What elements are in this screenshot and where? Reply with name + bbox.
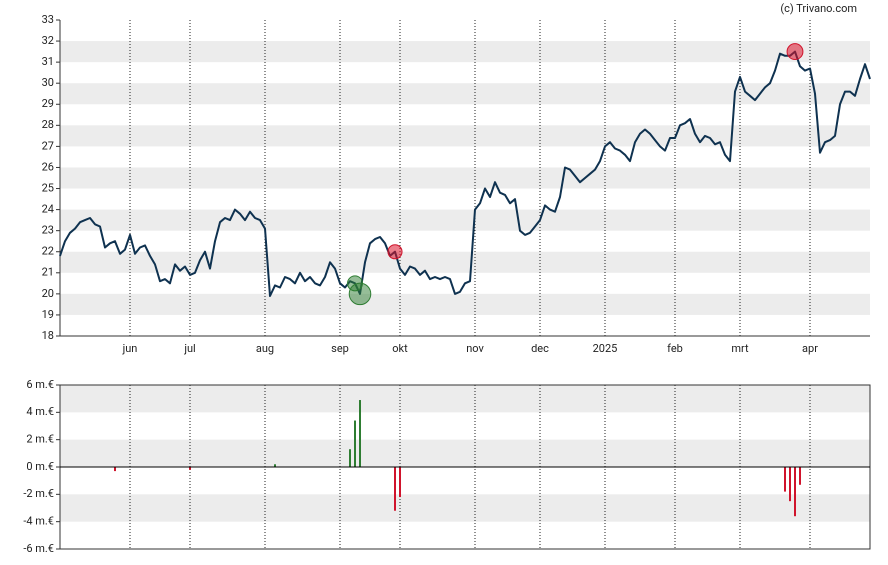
grid-band [60, 293, 870, 315]
y-tick-label: -2 m.€ [23, 487, 54, 500]
bar [394, 467, 396, 511]
bar [274, 464, 276, 467]
grid-band [60, 251, 870, 273]
grid-band [60, 439, 870, 467]
grid-band [60, 125, 870, 147]
trade-marker [348, 282, 372, 306]
y-tick-label: 2 m.€ [26, 433, 54, 446]
bar [799, 467, 801, 485]
x-tick-label: okt [392, 342, 408, 355]
x-tick-label: 2025 [593, 342, 618, 355]
x-tick-label: jun [122, 342, 138, 355]
bar [114, 467, 116, 472]
grid-band [60, 494, 870, 522]
y-tick-label: -6 m.€ [23, 542, 54, 555]
y-tick-label: 23 [42, 224, 54, 237]
y-tick-label: 25 [42, 181, 54, 194]
y-tick-label: 28 [42, 118, 54, 131]
trade-marker [387, 244, 403, 260]
source: (c) Trivano.com [780, 2, 857, 15]
price-line [59, 50, 871, 297]
y-tick-label: 24 [42, 203, 54, 216]
y-tick-label: 26 [42, 160, 54, 173]
y-tick-label: 6 m.€ [26, 378, 54, 391]
x-tick-label: nov [466, 342, 484, 355]
bar [784, 467, 786, 492]
y-tick-label: 31 [42, 55, 54, 68]
y-tick-label: -4 m.€ [23, 515, 54, 528]
y-tick-label: 19 [42, 308, 54, 321]
x-tick-label: aug [256, 342, 274, 355]
bar [359, 400, 361, 467]
y-tick-label: 20 [42, 287, 54, 300]
bar [354, 420, 356, 467]
x-tick-label: jul [183, 342, 195, 355]
y-tick-label: 33 [42, 13, 54, 26]
x-tick-label: mrt [731, 342, 749, 355]
grid-band [60, 167, 870, 189]
bar [399, 467, 401, 498]
bar [794, 467, 796, 517]
x-tick-label: sep [331, 342, 349, 355]
grid-band [60, 209, 870, 231]
y-tick-label: 32 [42, 34, 54, 47]
x-tick-label: dec [531, 342, 549, 355]
y-tick-label: 4 m.€ [26, 405, 54, 418]
y-tick-label: 27 [42, 139, 54, 152]
x-tick-label: apr [802, 342, 818, 355]
x-tick-label: feb [667, 342, 683, 355]
grid-band [60, 385, 870, 413]
bar [189, 467, 191, 470]
bar [349, 449, 351, 467]
y-tick-label: 22 [42, 245, 54, 258]
y-tick-label: 21 [42, 266, 54, 279]
y-tick-label: 29 [42, 97, 54, 110]
grid-band [60, 41, 870, 63]
trade-marker [786, 43, 804, 61]
y-tick-label: 30 [42, 76, 54, 89]
y-tick-label: 18 [42, 329, 54, 342]
grid-band [60, 83, 870, 105]
y-tick-label: 0 m.€ [26, 460, 54, 473]
bar [789, 467, 791, 502]
